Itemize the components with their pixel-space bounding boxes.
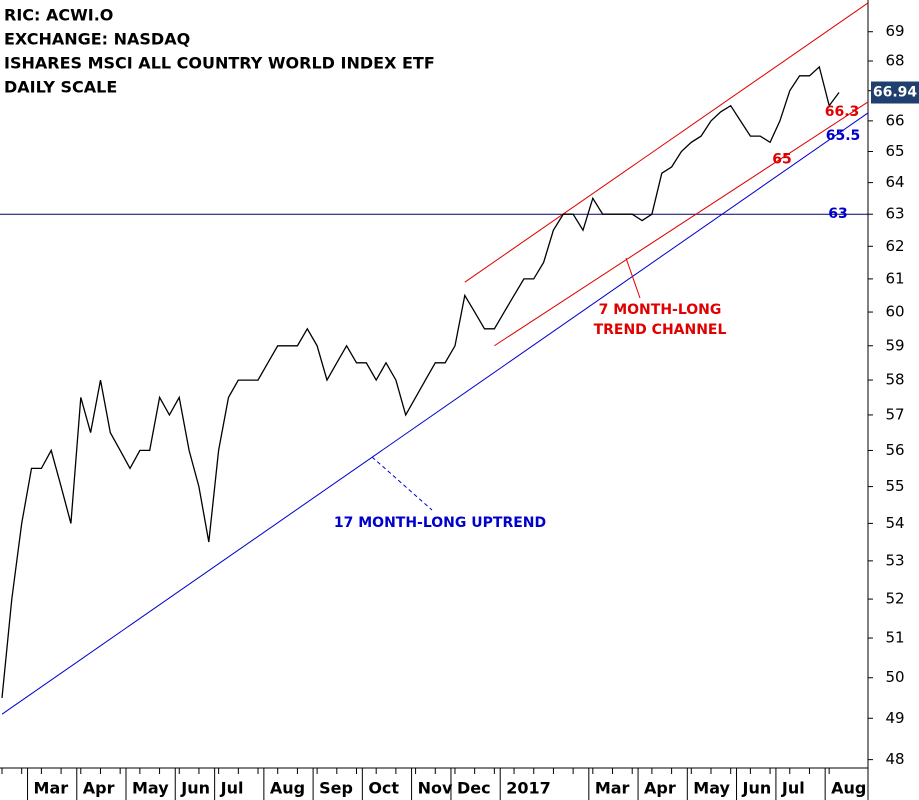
annotation-pointer [625,257,641,299]
header-line: ISHARES MSCI ALL COUNTRY WORLD INDEX ETF [4,54,435,73]
level-label: 66.3 [825,104,860,120]
x-tick-label: Dec [457,779,491,798]
annotation-pointer [371,456,433,511]
annotation: 7 MONTH-LONG [599,302,722,318]
level-label: 63 [828,206,847,222]
y-tick-label: 53 [885,551,904,569]
x-tick-label: Nov [418,779,453,798]
x-tick-label: Jun [742,779,772,798]
x-tick-label: Mar [595,779,630,798]
x-tick-label: May [132,779,169,798]
y-tick-label: 57 [885,405,904,423]
x-tick-label: 2017 [506,779,551,798]
x-tick-label: Mar [34,779,69,798]
y-tick-label: 49 [885,709,904,727]
trendline [494,101,869,347]
y-tick-label: 48 [885,750,904,768]
price-line [1,65,840,698]
y-tick-label: 50 [885,668,904,686]
y-tick-label: 56 [885,441,904,459]
y-tick-label: 62 [885,237,904,255]
header-line: RIC: ACWI.O [4,6,113,25]
level-label: 65 [772,152,791,168]
last-price-box [871,81,919,104]
annotation: 17 MONTH-LONG UPTREND [334,515,546,531]
annotation: TREND CHANNEL [594,322,727,338]
x-tick-label: Aug [831,779,866,798]
y-tick-label: 52 [885,590,904,608]
x-tick-label: Jul [781,779,805,798]
y-tick-label: 51 [885,629,904,647]
y-tick-label: 65 [885,142,904,160]
y-tick-label: 69 [885,22,904,40]
x-tick-label: Apr [644,779,676,798]
level-label: 65.5 [826,128,861,144]
x-tick-label: Oct [368,779,399,798]
x-tick-label: Jun [180,779,210,798]
x-tick-label: Apr [83,779,115,798]
trendline [464,2,869,283]
trendline [1,112,869,715]
y-tick-label: 66 [885,111,904,129]
y-tick-label: 60 [885,303,904,321]
y-tick-label: 63 [885,205,904,223]
header-line: EXCHANGE: NASDAQ [4,30,190,49]
x-tick-label: May [693,779,730,798]
header-line: DAILY SCALE [4,78,117,97]
last-price-label: 66.94 [873,85,918,101]
y-tick-label: 59 [885,336,904,354]
x-tick-label: Jul [220,779,244,798]
y-tick-label: 61 [885,269,904,287]
y-tick-label: 55 [885,477,904,495]
y-tick-label: 64 [885,173,904,191]
y-tick-label: 58 [885,371,904,389]
y-tick-label: 54 [885,514,904,532]
y-tick-label: 68 [885,52,904,70]
x-tick-label: Sep [319,779,353,798]
x-tick-label: Aug [270,779,305,798]
